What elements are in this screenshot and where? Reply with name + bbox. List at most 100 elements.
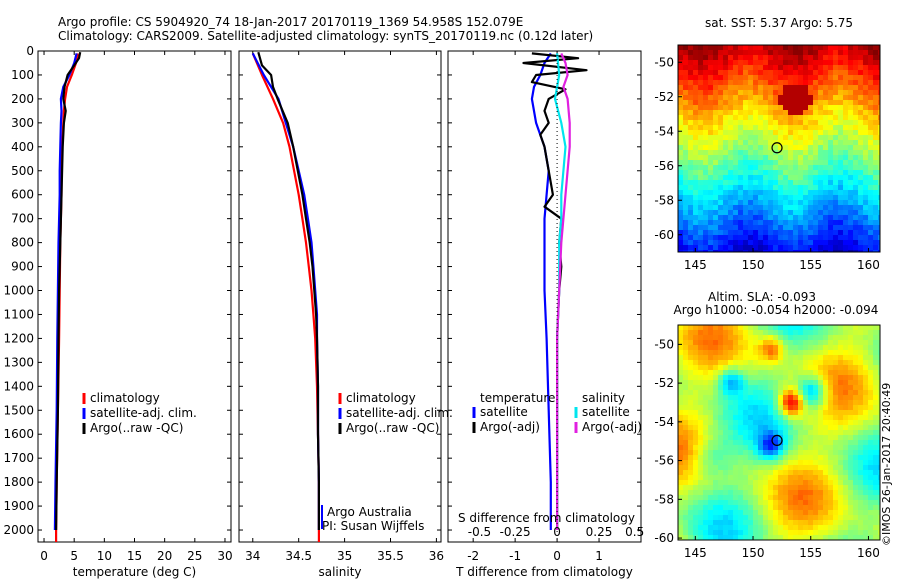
difference-axes-box — [447, 50, 642, 543]
depth-tick-label: 300 — [11, 116, 34, 130]
depth-tick-label: 0 — [26, 44, 34, 58]
depth-tick-label: 1100 — [3, 307, 34, 321]
difference-legend-temp-argo: Argo(-adj) — [480, 420, 540, 434]
sla-map-frame — [677, 324, 881, 541]
timestamp-credit: ©IMOS 26-Jan-2017 20:40:49 — [880, 383, 893, 546]
depth-tick-label: 900 — [11, 260, 34, 274]
salinity-series-argo-raw-qc- — [257, 51, 320, 530]
sla-map-y-tick-label: -52 — [654, 376, 674, 390]
salinity-diff-tick-label: 0.5 — [625, 525, 644, 539]
sst-map-x-tick-label: 160 — [857, 258, 880, 272]
salinity-diff-tick-label: -0.25 — [500, 525, 531, 539]
sst-map-x-tick-label: 155 — [799, 258, 822, 272]
salinity-x-tick-label: 34.5 — [285, 549, 312, 563]
sla-map-x-tick-label: 150 — [742, 546, 765, 560]
depth-tick-label: 1500 — [3, 403, 34, 417]
depth-tick-label: 500 — [11, 164, 34, 178]
temperature-legend-satellite: satellite-adj. clim. — [90, 406, 197, 420]
sla-map-y-tick-label: -56 — [654, 454, 674, 468]
depth-tick-label: 2000 — [3, 523, 34, 537]
depth-tick-label: 1900 — [3, 499, 34, 513]
salinity-x-tick-label: 36 — [429, 549, 444, 563]
depth-tick-label: 100 — [11, 68, 34, 82]
temperature-axes-box — [37, 50, 232, 543]
depth-tick-label: 700 — [11, 212, 34, 226]
depth-tick-label: 1600 — [3, 427, 34, 441]
sst-map-y-tick-label: -54 — [654, 124, 674, 138]
difference-x-axis-label: T difference from climatology — [455, 565, 633, 579]
sst-map-argo-marker — [771, 142, 783, 154]
sla-map-image — [678, 325, 880, 540]
sst-map-y-tick-label: -50 — [654, 55, 674, 69]
difference-legend-title-salinity: salinity — [582, 391, 625, 405]
salinity-x-tick-label: 35.5 — [377, 549, 404, 563]
annotation-argo-australia: Argo Australia — [327, 505, 412, 519]
difference-legend-temp-satellite: satellite — [480, 405, 528, 419]
depth-tick-label: 400 — [11, 140, 34, 154]
difference-legend-sal-argo: Argo(-adj) — [582, 420, 642, 434]
temperature-x-axis-label: temperature (deg C) — [73, 565, 196, 579]
depth-tick-label: 600 — [11, 188, 34, 202]
sla-map-y-tick-label: -58 — [654, 492, 674, 506]
salinity-legend-climatology: climatology — [346, 391, 416, 405]
salinity-x-axis-label: salinity — [318, 565, 361, 579]
figure-title-line2: Climatology: CARS2009. Satellite-adjuste… — [58, 29, 594, 43]
difference-x-tick-label: -1 — [509, 549, 521, 563]
depth-tick-label: 1300 — [3, 355, 34, 369]
sst-map-frame — [677, 44, 881, 253]
difference-x-tick-label: 0 — [553, 549, 561, 563]
depth-tick-label: 1800 — [3, 475, 34, 489]
temperature-series-argo-raw-qc- — [55, 51, 82, 531]
temperature-legend-argo: Argo(..raw -QC) — [90, 421, 183, 435]
sst-map-x-tick-label: 145 — [684, 258, 707, 272]
depth-tick-label: 200 — [11, 92, 34, 106]
sst-map-x-tick-label: 150 — [742, 258, 765, 272]
difference-x-tick-label: -2 — [467, 549, 479, 563]
temperature-x-tick-label: 25 — [187, 549, 202, 563]
sst-map-image — [678, 45, 880, 252]
depth-tick-label: 1000 — [3, 284, 34, 298]
sst-map-y-tick-label: -58 — [654, 193, 674, 207]
salinity-legend-satellite: satellite-adj. clim. — [346, 406, 453, 420]
temperature-x-tick-label: 5 — [70, 549, 78, 563]
figure-title-line1: Argo profile: CS 5904920_74 18-Jan-2017 … — [58, 15, 524, 29]
sst-map-y-tick-label: -56 — [654, 159, 674, 173]
difference-legend-title-temperature: temperature — [480, 391, 555, 405]
temperature-x-tick-label: 15 — [127, 549, 142, 563]
difference-legend-sal-satellite: satellite — [582, 405, 630, 419]
sst-map-y-tick-label: -52 — [654, 90, 674, 104]
temperature-x-tick-label: 0 — [40, 549, 48, 563]
temperature-x-tick-label: 30 — [217, 549, 232, 563]
salinity-diff-tick-label: 0.25 — [586, 525, 613, 539]
sla-map-title: Altim. SLA: -0.093 — [708, 290, 816, 304]
sla-map-y-tick-label: -54 — [654, 415, 674, 429]
sla-map-y-tick-label: -50 — [654, 337, 674, 351]
salinity-diff-tick-label: -0.5 — [468, 525, 491, 539]
salinity-x-tick-label: 34 — [245, 549, 260, 563]
sst-map-title: sat. SST: 5.37 Argo: 5.75 — [705, 16, 853, 30]
depth-tick-label: 1400 — [3, 379, 34, 393]
difference-x-tick-label: 1 — [595, 549, 603, 563]
depth-tick-label: 1200 — [3, 331, 34, 345]
depth-tick-label: 800 — [11, 236, 34, 250]
salinity-series-satellite-adj-clim- — [251, 52, 320, 530]
difference-series-satellite — [530, 52, 552, 530]
salinity-diff-tick-label: 0 — [553, 525, 561, 539]
sst-map-y-tick-label: -60 — [654, 228, 674, 242]
difference-series-argo-adj- — [522, 52, 588, 530]
salinity-x-tick-label: 35 — [337, 549, 352, 563]
salinity-legend-argo: Argo(..raw -QC) — [346, 421, 439, 435]
temperature-legend-climatology: climatology — [90, 391, 160, 405]
depth-tick-label: 1700 — [3, 451, 34, 465]
sla-map-y-tick-label: -60 — [654, 531, 674, 545]
temperature-x-tick-label: 10 — [97, 549, 112, 563]
sla-map-argo-marker — [771, 434, 783, 447]
salinity-diff-axis-label: S difference from climatology — [458, 511, 635, 525]
sla-map-x-tick-label: 160 — [857, 546, 880, 560]
annotation-pi: PI: Susan Wijffels — [322, 519, 424, 533]
difference-series-argo-adj- — [555, 52, 571, 530]
sla-map-x-tick-label: 145 — [684, 546, 707, 560]
temperature-x-tick-label: 20 — [157, 549, 172, 563]
sla-map-subtitle: Argo h1000: -0.054 h2000: -0.094 — [674, 303, 879, 317]
